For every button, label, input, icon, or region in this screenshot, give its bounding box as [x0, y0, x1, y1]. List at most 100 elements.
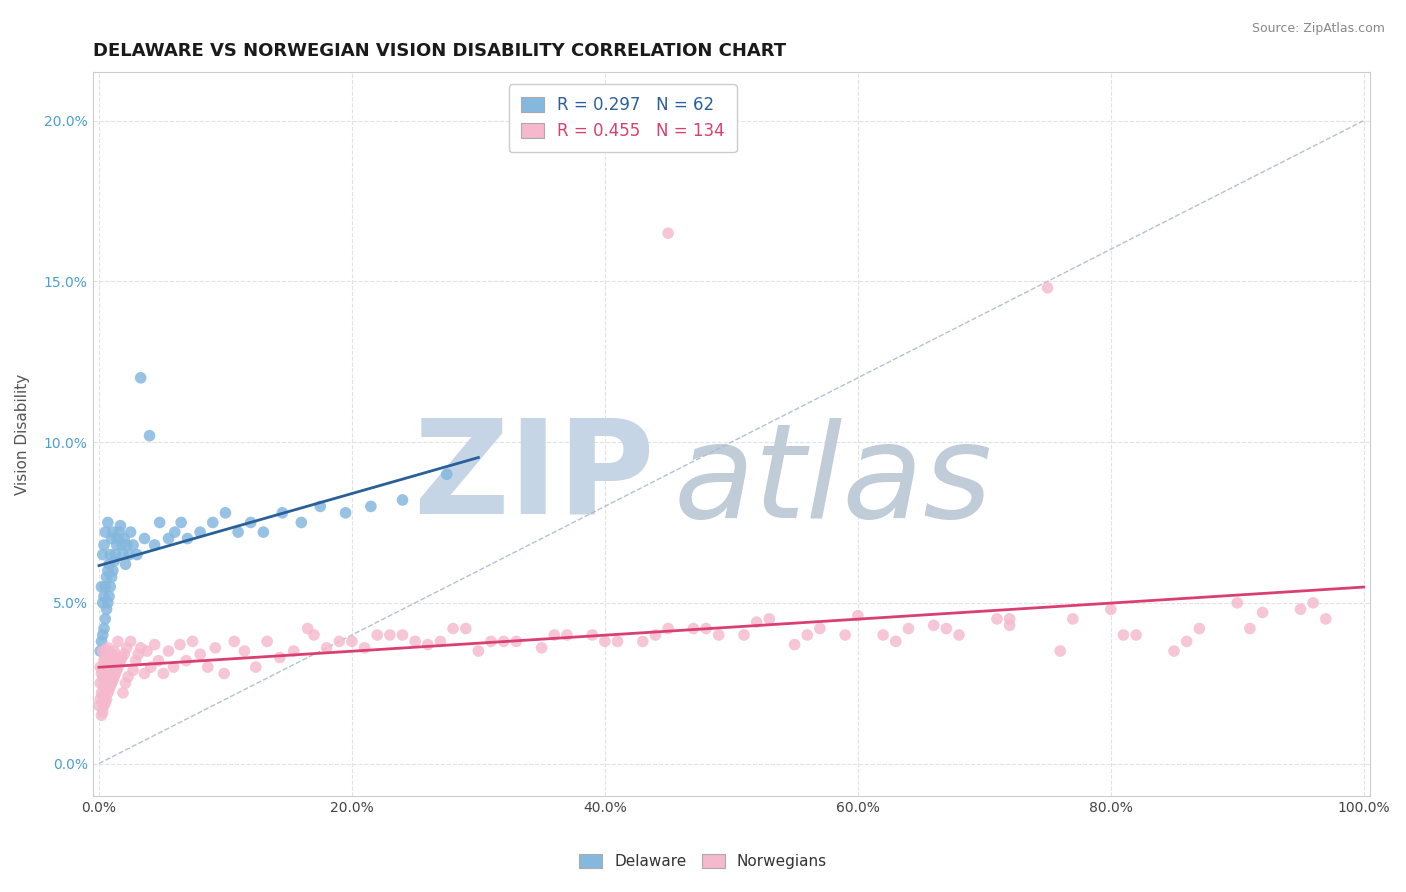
Point — [441, 622, 464, 636]
Point — [169, 638, 191, 652]
Point — [111, 538, 134, 552]
Point — [530, 640, 553, 655]
Point — [644, 628, 666, 642]
Point — [98, 660, 121, 674]
Point — [100, 650, 122, 665]
Point — [148, 654, 170, 668]
Point — [212, 666, 235, 681]
Point — [176, 532, 198, 546]
Y-axis label: Vision Disability: Vision Disability — [15, 374, 30, 495]
Point — [1251, 606, 1274, 620]
Point — [935, 622, 957, 636]
Point — [91, 705, 114, 719]
Point — [214, 506, 236, 520]
Point — [124, 654, 146, 668]
Point — [89, 676, 111, 690]
Legend: R = 0.297   N = 62, R = 0.455   N = 134: R = 0.297 N = 62, R = 0.455 N = 134 — [509, 85, 737, 152]
Point — [91, 689, 114, 703]
Point — [93, 698, 115, 713]
Point — [181, 634, 204, 648]
Point — [391, 492, 413, 507]
Text: ZIP: ZIP — [413, 414, 655, 541]
Point — [1302, 596, 1324, 610]
Point — [492, 634, 515, 648]
Point — [104, 666, 127, 681]
Point — [138, 428, 160, 442]
Point — [100, 570, 122, 584]
Point — [107, 532, 129, 546]
Point — [201, 516, 224, 530]
Point — [107, 660, 129, 674]
Point — [112, 532, 135, 546]
Point — [97, 564, 120, 578]
Point — [404, 634, 426, 648]
Point — [96, 692, 118, 706]
Point — [378, 628, 401, 642]
Point — [93, 538, 115, 552]
Point — [114, 558, 136, 572]
Point — [122, 538, 145, 552]
Point — [479, 634, 502, 648]
Point — [429, 634, 451, 648]
Point — [1062, 612, 1084, 626]
Point — [149, 516, 172, 530]
Text: Source: ZipAtlas.com: Source: ZipAtlas.com — [1251, 22, 1385, 36]
Point — [108, 657, 131, 671]
Point — [328, 634, 350, 648]
Point — [416, 638, 439, 652]
Point — [707, 628, 730, 642]
Point — [93, 590, 115, 604]
Point — [283, 644, 305, 658]
Point — [110, 654, 132, 668]
Point — [91, 670, 114, 684]
Point — [118, 548, 141, 562]
Point — [581, 628, 603, 642]
Point — [796, 628, 818, 642]
Point — [436, 467, 458, 482]
Point — [134, 666, 156, 681]
Point — [224, 634, 246, 648]
Point — [97, 640, 120, 655]
Point — [101, 673, 124, 687]
Text: atlas: atlas — [673, 417, 993, 545]
Point — [98, 548, 121, 562]
Point — [97, 666, 120, 681]
Point — [93, 622, 115, 636]
Point — [105, 663, 128, 677]
Point — [745, 615, 768, 629]
Point — [111, 548, 134, 562]
Point — [152, 666, 174, 681]
Point — [98, 558, 121, 572]
Point — [998, 612, 1021, 626]
Point — [1239, 622, 1261, 636]
Point — [188, 525, 211, 540]
Point — [111, 650, 134, 665]
Point — [91, 628, 114, 642]
Point — [631, 634, 654, 648]
Point — [555, 628, 578, 642]
Point — [233, 644, 256, 658]
Point — [90, 708, 112, 723]
Point — [872, 628, 894, 642]
Point — [110, 518, 132, 533]
Point — [111, 686, 134, 700]
Point — [948, 628, 970, 642]
Point — [593, 634, 616, 648]
Point — [136, 644, 159, 658]
Point — [94, 650, 117, 665]
Point — [94, 580, 117, 594]
Point — [315, 640, 337, 655]
Point — [101, 525, 124, 540]
Point — [90, 634, 112, 648]
Point — [122, 663, 145, 677]
Point — [682, 622, 704, 636]
Point — [103, 644, 125, 658]
Point — [94, 525, 117, 540]
Point — [98, 580, 121, 594]
Point — [108, 525, 131, 540]
Point — [103, 554, 125, 568]
Point — [89, 692, 111, 706]
Point — [127, 647, 149, 661]
Point — [454, 622, 477, 636]
Point — [87, 698, 110, 713]
